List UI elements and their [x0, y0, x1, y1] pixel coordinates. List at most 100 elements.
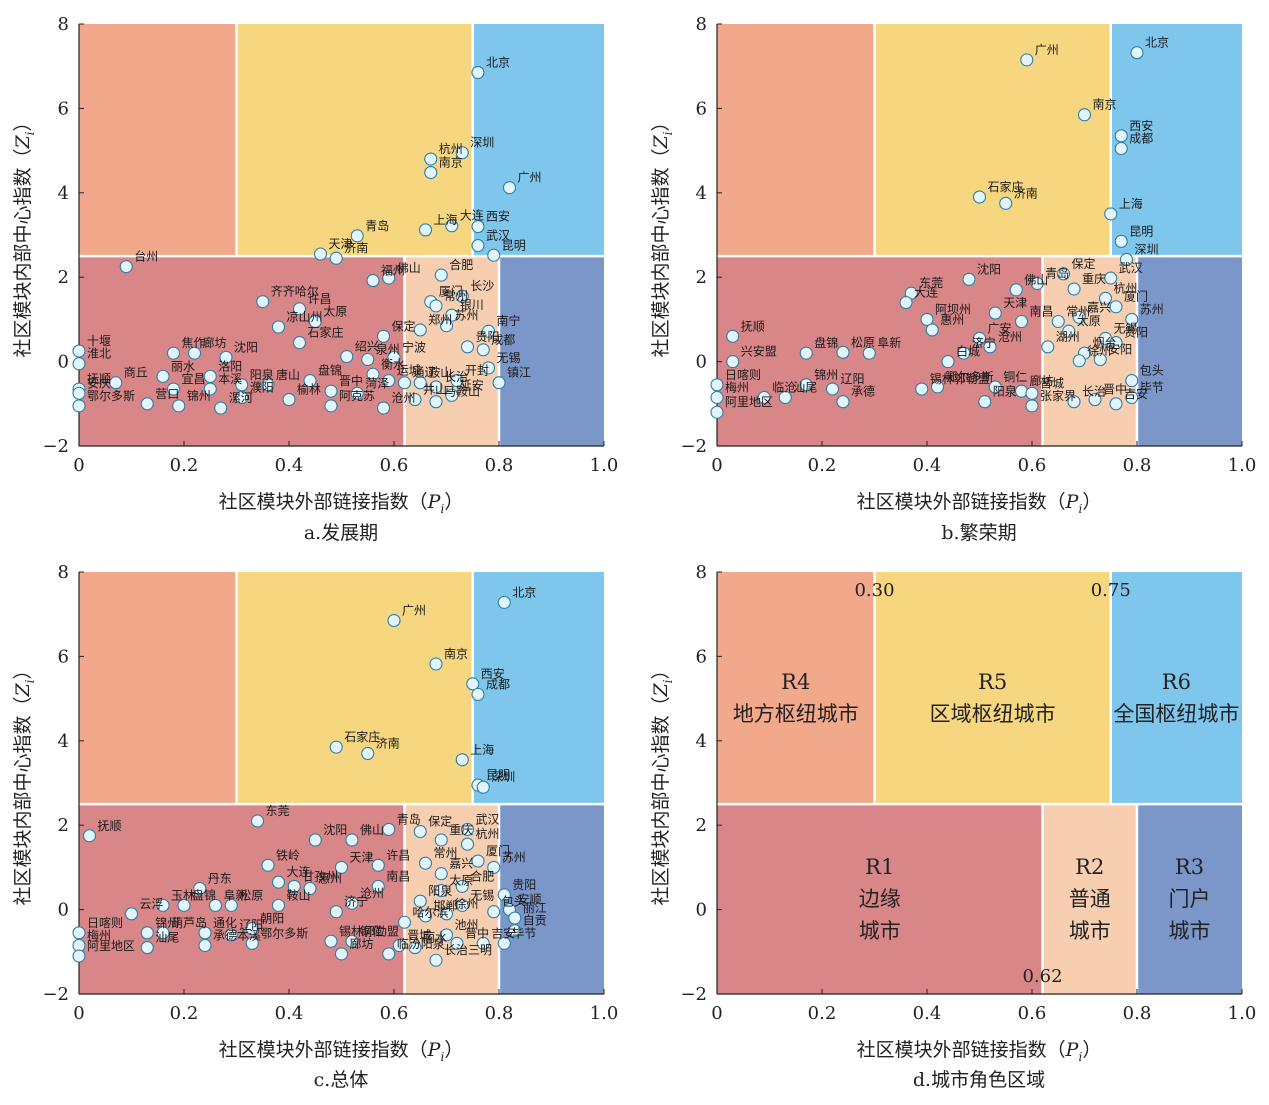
- data-point: [1056, 267, 1071, 281]
- data-point: [1051, 314, 1065, 329]
- point-label: 无锡: [1114, 320, 1138, 335]
- data-point: [287, 879, 301, 893]
- data-point: [245, 922, 259, 936]
- point-label: 晋城: [407, 928, 431, 942]
- point-label: 北京: [512, 585, 536, 599]
- point-label: 南昌: [1030, 304, 1054, 319]
- point-label: 安庆: [87, 375, 111, 390]
- data-point: [915, 382, 929, 396]
- point-label: 本溪: [218, 372, 242, 386]
- point-label: 重庆: [1082, 272, 1106, 286]
- point-label: 抚顺: [741, 319, 765, 333]
- point-label: 包头: [502, 895, 526, 909]
- point-label: 南京: [439, 155, 463, 170]
- point-label: 延安: [460, 377, 484, 392]
- region-label-r1: 边缘: [859, 887, 901, 911]
- point-label: 镇江: [507, 366, 531, 380]
- point-label: 唐山: [276, 367, 300, 382]
- point-label: 松原: [851, 335, 875, 349]
- point-label: 云浮: [140, 897, 164, 911]
- data-point: [187, 346, 202, 360]
- data-point: [836, 395, 850, 409]
- region-label-r1: R1: [865, 855, 894, 879]
- data-point: [497, 595, 511, 609]
- point-label: 淮北: [87, 347, 111, 361]
- point-label: 天津: [329, 237, 353, 251]
- data-point: [988, 306, 1002, 320]
- point-label: 广州: [1035, 43, 1059, 57]
- point-label: 兴安盟: [741, 344, 777, 359]
- data-point: [198, 926, 212, 940]
- x-tick-label: 1.0: [1228, 1003, 1257, 1024]
- region-R3: [499, 256, 604, 446]
- point-label: 北京: [486, 56, 510, 70]
- region-R6: [472, 572, 604, 805]
- data-point: [371, 879, 385, 893]
- data-point: [1114, 129, 1128, 143]
- region-label-r3: 门户: [1169, 887, 1211, 911]
- point-label: 武汉: [476, 812, 500, 826]
- point-label: 廊坊: [203, 335, 227, 350]
- point-label: 常州: [434, 846, 458, 860]
- region-R5: [874, 572, 1111, 805]
- point-label: 青岛: [365, 218, 389, 233]
- data-point: [303, 881, 317, 896]
- data-point: [198, 938, 212, 953]
- region-R4: [79, 572, 237, 805]
- region-R3: [499, 804, 604, 994]
- x-label-var: P: [1065, 491, 1080, 513]
- y-axis-label: 社区模块内部中心指数（Zi）: [12, 112, 37, 357]
- region-label-r2: 城市: [1069, 919, 1111, 943]
- point-label: 通辽: [413, 366, 437, 380]
- point-label: 青岛: [397, 811, 421, 826]
- data-point: [250, 814, 265, 828]
- y-tick-label: 6: [696, 98, 707, 119]
- y-label-close: ）: [650, 660, 672, 679]
- data-point: [109, 376, 123, 390]
- region-R4: [79, 24, 237, 257]
- point-label: 厦门: [439, 284, 463, 299]
- data-point: [825, 382, 840, 396]
- region-R6: [1110, 24, 1242, 257]
- point-label: 日喀则: [725, 368, 761, 382]
- y-axis-label: 社区模块内部中心指数（Zi）: [12, 660, 37, 905]
- data-point: [382, 374, 396, 388]
- data-point: [397, 376, 412, 390]
- data-point: [334, 947, 349, 961]
- data-point: [345, 833, 359, 847]
- point-label: 丽水: [171, 359, 195, 373]
- x-tick-label: 0: [73, 455, 84, 476]
- region-R4: [717, 572, 875, 805]
- data-point: [235, 390, 249, 405]
- data-point: [345, 934, 359, 948]
- data-point: [497, 936, 511, 950]
- data-point: [408, 393, 422, 407]
- point-label: 长沙: [470, 279, 494, 293]
- data-point: [471, 687, 485, 701]
- point-label: 成都: [491, 333, 515, 347]
- point-label: 合肥: [470, 868, 494, 883]
- y-label-var: Z: [12, 683, 34, 698]
- data-point: [1125, 390, 1139, 405]
- data-point: [72, 926, 86, 940]
- data-point: [214, 401, 228, 415]
- point-label: 漯河: [229, 391, 253, 405]
- data-point: [466, 677, 480, 691]
- data-point: [361, 746, 375, 761]
- data-point: [366, 367, 380, 381]
- point-label: 保定: [1072, 256, 1096, 271]
- chart-panel-1: 0 0.2 0.4 0.6 0.8 1.086420−2社区模块外部链接指数（Pi）社区模…: [12, 14, 618, 544]
- region-label-r2: R2: [1075, 855, 1104, 879]
- point-label: 沈阳: [323, 822, 347, 837]
- point-label: 吉安: [1124, 386, 1148, 401]
- data-point: [303, 374, 317, 388]
- panel-caption: a.发展期: [304, 522, 378, 544]
- point-label: 盘锦: [192, 887, 216, 902]
- data-point: [778, 390, 792, 405]
- point-label: 南宁: [497, 313, 521, 328]
- point-label: 佛山: [1024, 273, 1048, 287]
- point-label: 济南: [376, 735, 400, 750]
- point-label: 井山: [423, 383, 447, 397]
- data-point: [455, 753, 469, 767]
- data-point: [429, 380, 443, 394]
